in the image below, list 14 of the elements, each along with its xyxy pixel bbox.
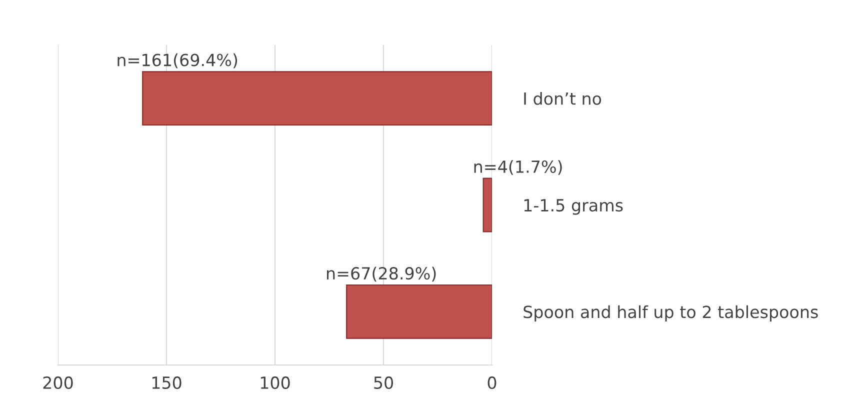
y-tick-label: Spoon and half up to 2 tablespoons	[524, 305, 818, 322]
x-tick-label: 150	[152, 376, 182, 390]
x-tick-label: 0	[488, 376, 496, 390]
data-label: n=4(1.7%)	[474, 160, 562, 175]
x-tick-label: 100	[260, 376, 290, 390]
y-tick-label: I don’t no	[524, 92, 602, 105]
y-tick-label: 1-1.5 grams	[524, 199, 623, 215]
bar	[142, 71, 492, 126]
bar	[482, 178, 492, 232]
bar	[346, 284, 492, 339]
data-label: n=67(28.9%)	[327, 266, 436, 282]
x-tick-label: 200	[43, 376, 73, 390]
x-tick-label: 50	[374, 376, 393, 390]
data-label: n=161(69.4%)	[118, 53, 238, 68]
